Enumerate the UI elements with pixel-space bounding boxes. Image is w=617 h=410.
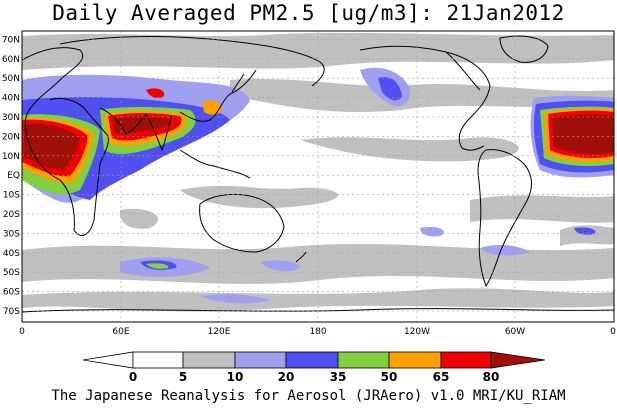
lat-tick-label: 10N [2, 152, 20, 162]
colorbar-label: 50 [381, 370, 398, 384]
lon-tick-label: 120W [404, 327, 430, 337]
lat-tick-label: 30S [3, 229, 20, 239]
lat-tick-label: 50S [3, 268, 20, 278]
lon-tick-label: 180 [309, 327, 326, 337]
lon-tick-label: 60E [112, 327, 129, 337]
colorbar-swatch-50-65 [388, 351, 442, 369]
lon-tick-label: 0 [610, 327, 616, 337]
colorbar-swatch-0-5 [132, 351, 184, 369]
colorbar-swatch-above-80 [490, 351, 546, 369]
lat-tick-label: 50N [2, 74, 20, 84]
lon-tick-label: 0 [19, 327, 25, 337]
lon-tick-label: 60W [505, 327, 525, 337]
colorbar-label: 65 [433, 370, 450, 384]
colorbar-swatch-35-50 [337, 351, 390, 369]
colorbar-swatch-10-20 [234, 351, 287, 369]
longitude-axis: 0 60E 120E 180 120W 60W 0 [19, 327, 616, 337]
lat-tick-label: 20S [3, 210, 20, 220]
lat-tick-label: 60S [3, 288, 20, 298]
lon-tick-label: 120E [208, 327, 231, 337]
colorbar-label: 0 [129, 370, 137, 384]
lat-tick-label: 30N [2, 113, 20, 123]
lat-tick-label: 60N [2, 55, 20, 65]
colorbar-labels: 0 5 10 20 35 50 65 80 [129, 370, 500, 384]
colorbar-swatch-65-80 [440, 351, 492, 369]
colorbar-label: 20 [278, 370, 295, 384]
colorbar-label: 35 [330, 370, 347, 384]
lat-tick-label: 70S [3, 307, 20, 317]
lat-tick-label: 70N [2, 36, 20, 46]
colorbar-swatch-below-0 [82, 351, 134, 369]
pm25-level-80-plus [24, 114, 614, 170]
colorbar-label: 5 [179, 370, 187, 384]
colorbar [82, 351, 546, 369]
colorbar-label: 10 [227, 370, 244, 384]
lat-tick-label: EQ [7, 171, 20, 181]
graticule [22, 31, 614, 322]
colorbar-swatch-5-10 [182, 351, 236, 369]
lat-tick-label: 20N [2, 132, 20, 142]
colorbar-swatch-20-35 [285, 351, 339, 369]
lat-tick-label: 10S [3, 191, 20, 201]
colorbar-label: 80 [483, 370, 500, 384]
lat-tick-label: 40S [3, 249, 20, 259]
data-source-caption: The Japanese Reanalysis for Aerosol (JRA… [51, 388, 566, 404]
pm25-field [22, 31, 614, 322]
latitude-axis: 70N 60N 50N 40N 30N 20N 10N EQ 10S 20S 3… [2, 36, 20, 318]
map-frame [21, 30, 615, 323]
map-title: Daily Averaged PM2.5 [ug/m3]: 21Jan2012 [52, 1, 565, 25]
lat-tick-label: 40N [2, 94, 20, 104]
